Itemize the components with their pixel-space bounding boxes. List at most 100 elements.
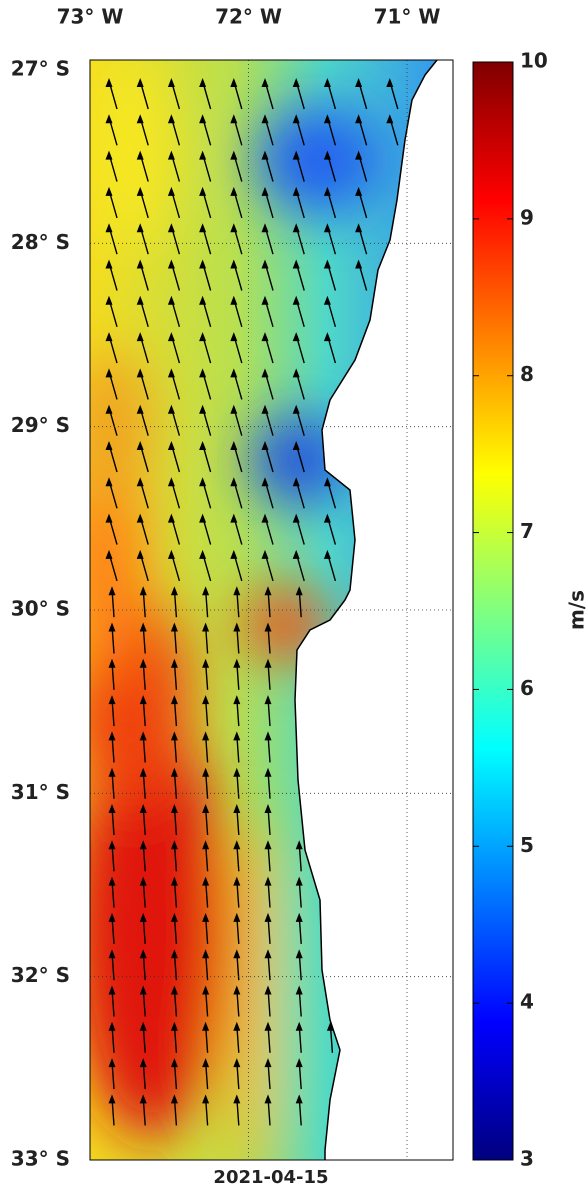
wind-arrow (199, 513, 212, 545)
arrow-head (386, 78, 394, 87)
wind-arrow (202, 985, 210, 1017)
arrow-head (295, 1094, 303, 1104)
wind-arrow (230, 549, 243, 582)
wind-arrow (230, 368, 243, 400)
colorbar-label: m/s (565, 590, 588, 630)
wind-arrow (323, 114, 337, 146)
lon-tick-label: 71° W (374, 5, 441, 29)
wind-arrow (108, 1058, 116, 1090)
arrow-head (261, 368, 269, 378)
wind-arrow (323, 549, 337, 582)
wind-arrow (139, 1021, 147, 1053)
arrow-head (261, 332, 269, 342)
arrow-head (136, 368, 144, 378)
wind-arrow (139, 695, 147, 727)
arrow-head (233, 1021, 241, 1031)
wind-arrow (233, 876, 241, 908)
arrow-head (105, 441, 113, 450)
lat-tick-label: 30° S (11, 597, 70, 621)
arrow-head (261, 295, 269, 305)
arrow-head (170, 1058, 178, 1068)
arrow-head (199, 477, 207, 487)
wind-arrow (105, 477, 118, 509)
arrow-head (230, 477, 238, 487)
wind-arrow (139, 1094, 147, 1126)
arrow-head (108, 804, 116, 813)
arrow-head (261, 404, 269, 414)
arrow-head (108, 949, 116, 959)
wind-arrow (108, 985, 116, 1017)
wind-arrow (292, 368, 305, 400)
wind-arrow (230, 332, 243, 364)
arrow-head (108, 840, 116, 850)
arrow-head (167, 441, 175, 450)
wind-arrow (264, 985, 272, 1017)
arrow-head (230, 78, 238, 87)
arrow-head (295, 1021, 303, 1031)
arrow-head (108, 767, 116, 777)
arrow-head (139, 767, 147, 777)
arrow-head (170, 912, 178, 922)
wind-arrow (292, 549, 305, 582)
arrow-head (323, 295, 331, 305)
colorbar-tick-label: 3 (520, 1147, 534, 1171)
wind-arrow (233, 586, 241, 618)
arrow-head (233, 658, 241, 668)
wind-arrow (139, 840, 147, 872)
arrow-head (295, 1058, 303, 1068)
arrow-head (167, 114, 175, 124)
wind-arrow (233, 949, 241, 981)
arrow-head (105, 259, 113, 269)
wind-arrow (167, 295, 181, 327)
wind-arrow (323, 477, 337, 509)
wind-arrow (261, 404, 274, 436)
arrow-head (264, 912, 272, 922)
arrow-head (202, 985, 210, 995)
wind-arrow (264, 622, 272, 654)
wind-arrow (292, 150, 305, 182)
wind-arrow (230, 114, 243, 146)
arrow-head (105, 150, 113, 160)
wind-arrow (261, 477, 274, 509)
arrow-head (264, 695, 272, 705)
arrow-head (261, 477, 269, 487)
arrow-head (108, 1021, 116, 1031)
arrow-head (167, 404, 175, 414)
arrow-head (199, 295, 207, 305)
wind-arrow (295, 1094, 303, 1126)
wind-arrow (233, 1058, 241, 1090)
date-label: 2021-04-15 (213, 1167, 328, 1188)
wind-arrow (233, 731, 241, 763)
arrow-head (292, 332, 300, 342)
wind-arrow (386, 78, 399, 110)
arrow-head (136, 150, 144, 160)
arrow-head (323, 513, 331, 523)
arrow-head (295, 840, 303, 850)
wind-arrow (230, 150, 243, 182)
arrow-head (292, 404, 300, 414)
wind-arrow (136, 223, 149, 255)
wind-arrow (261, 295, 274, 327)
arrow-head (264, 586, 272, 596)
wind-arrow (202, 1058, 210, 1090)
arrow-head (202, 1058, 210, 1068)
wind-arrow (230, 404, 243, 436)
wind-arrow (261, 186, 274, 219)
wind-arrow (170, 658, 178, 690)
wind-arrow (264, 1021, 272, 1053)
wind-arrow (108, 731, 116, 763)
wind-arrow (170, 840, 178, 872)
colorbar-tick-label: 5 (520, 833, 534, 857)
arrow-head (323, 78, 331, 87)
wind-arrow (355, 150, 368, 182)
wind-arrow (295, 985, 303, 1017)
wind-arrow (264, 658, 272, 690)
arrow-head (261, 150, 269, 160)
wind-arrow (108, 658, 116, 690)
arrow-head (170, 586, 178, 596)
wind-arrow (323, 259, 337, 291)
wind-arrow (264, 1058, 272, 1090)
wind-arrow (199, 259, 212, 291)
arrow-head (264, 985, 272, 995)
